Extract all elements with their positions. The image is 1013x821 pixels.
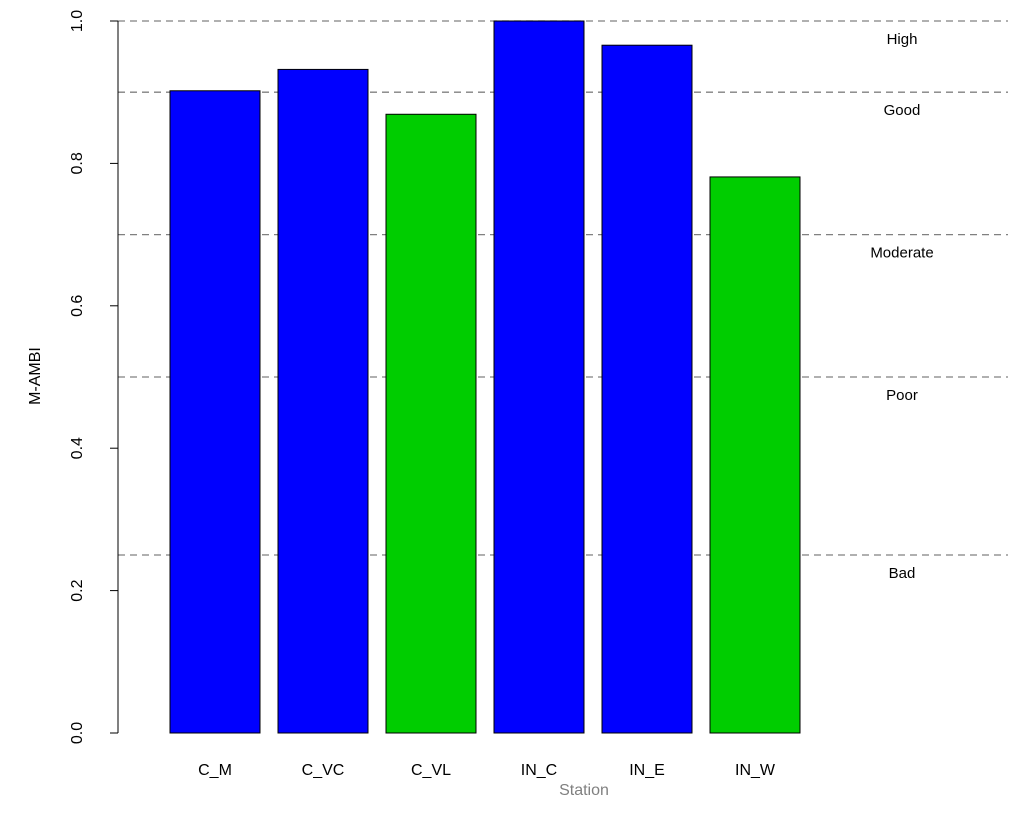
band-label: Good <box>884 102 921 119</box>
x-tick-label: C_M <box>198 762 232 779</box>
y-axis-title: M-AMBI <box>27 347 44 405</box>
y-tick-label: 0.2 <box>69 579 86 601</box>
bars <box>169 20 801 734</box>
y-tick-label: 0.4 <box>69 437 86 459</box>
x-tick-label: C_VC <box>302 762 345 779</box>
bar <box>709 176 801 734</box>
y-tick-label: 0.8 <box>69 152 86 174</box>
bar <box>277 68 369 734</box>
y-axis: 0.0 0.2 0.4 0.6 0.8 1.0 <box>69 10 119 744</box>
bar <box>601 44 693 734</box>
y-tick-label: 0.0 <box>69 722 86 744</box>
y-tick-label: 1.0 <box>69 10 86 32</box>
x-tick-labels: C_M C_VC C_VL IN_C IN_E IN_W <box>198 762 776 779</box>
band-label: Bad <box>889 565 916 582</box>
bar <box>385 113 477 734</box>
x-tick-label: C_VL <box>411 762 451 779</box>
y-tick-label: 0.6 <box>69 295 86 317</box>
x-tick-label: IN_E <box>629 762 665 779</box>
x-tick-label: IN_C <box>521 762 557 779</box>
x-tick-label: IN_W <box>735 762 776 779</box>
band-label: High <box>887 31 918 48</box>
bar <box>169 90 261 734</box>
band-label: Poor <box>886 387 918 404</box>
band-labels: High Good Moderate Poor Bad <box>870 31 933 582</box>
x-axis-title: Station <box>559 782 609 799</box>
band-label: Moderate <box>870 245 933 262</box>
bar <box>493 20 585 734</box>
